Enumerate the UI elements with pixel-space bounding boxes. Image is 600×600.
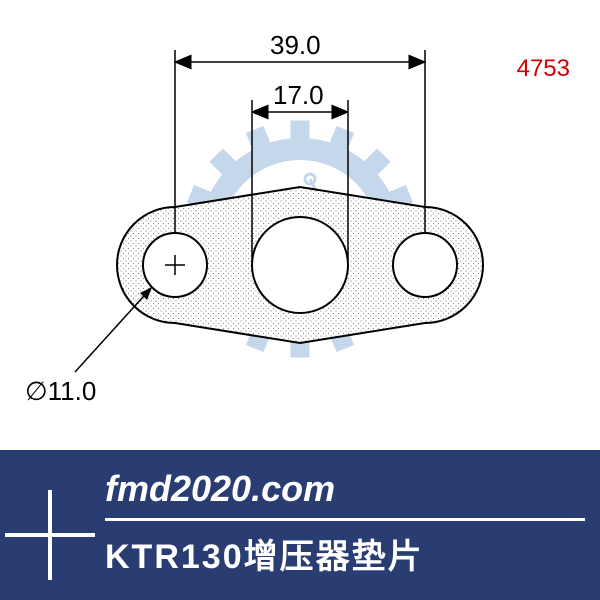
technical-drawing-area: 39.0 17.0 ∅11.0 4753	[0, 0, 600, 450]
dim-center-label: 17.0	[273, 80, 324, 110]
footer-cross-mark	[0, 490, 100, 580]
right-bolt-hole	[393, 233, 457, 297]
footer-divider	[105, 518, 585, 521]
drawing-svg: 39.0 17.0 ∅11.0	[0, 0, 600, 450]
center-hole	[252, 217, 348, 313]
dim-outer-label: 39.0	[270, 30, 321, 60]
drawing-id: 4753	[517, 55, 570, 83]
footer-banner: fmd2020.com KTR130增压器垫片	[0, 450, 600, 600]
dim-bolt-label: ∅11.0	[25, 376, 96, 406]
footer-product: KTR130增压器垫片	[105, 529, 580, 578]
footer-website: fmd2020.com	[105, 468, 580, 510]
gasket-shape	[117, 187, 483, 343]
